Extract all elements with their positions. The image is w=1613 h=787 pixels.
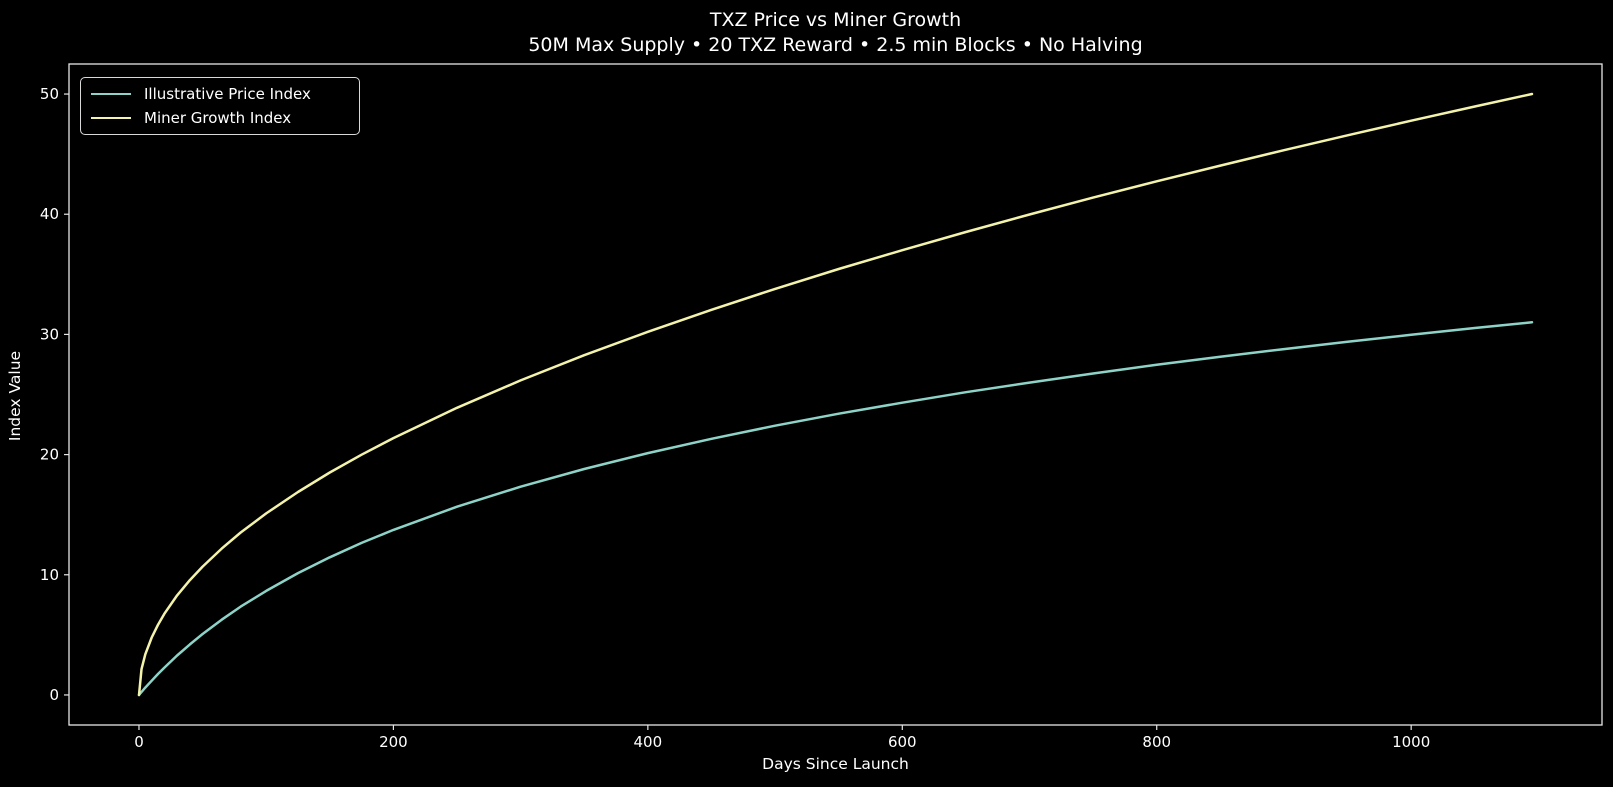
y-tick-label: 10 — [40, 566, 59, 584]
legend-label-price: Illustrative Price Index — [144, 85, 311, 104]
legend-label-miner: Miner Growth Index — [144, 108, 292, 127]
x-axis-label: Days Since Launch — [762, 755, 909, 773]
y-tick-label: 40 — [40, 205, 59, 223]
x-tick-label: 200 — [379, 733, 408, 751]
chart-title: TXZ Price vs Miner Growth — [709, 9, 962, 31]
legend-item-miner: Miner Growth Index — [91, 109, 349, 127]
legend-item-price: Illustrative Price Index — [91, 85, 349, 103]
legend: Illustrative Price Index Miner Growth In… — [80, 77, 360, 135]
legend-swatch-miner-line — [91, 116, 131, 119]
x-tick-label: 1000 — [1392, 733, 1430, 751]
y-tick-label: 20 — [40, 446, 59, 464]
y-axis-label: Index Value — [6, 350, 24, 442]
y-tick-label: 30 — [40, 325, 59, 343]
chart-subtitle: 50M Max Supply • 20 TXZ Reward • 2.5 min… — [528, 34, 1143, 56]
series-line-miner-growth-index — [137, 92, 1534, 697]
axes-spines — [68, 63, 1603, 726]
x-tick-label: 800 — [1142, 733, 1171, 751]
legend-swatch-price-line — [91, 93, 131, 96]
x-tick-label: 400 — [634, 733, 663, 751]
x-tick-label: 0 — [134, 733, 144, 751]
y-tick-label: 0 — [49, 686, 59, 704]
chart-title-block: TXZ Price vs Miner Growth 50M Max Supply… — [69, 8, 1602, 58]
x-tick-label: 600 — [888, 733, 917, 751]
y-tick-label: 50 — [40, 85, 59, 103]
series-line-illustrative-price-index — [137, 321, 1534, 697]
